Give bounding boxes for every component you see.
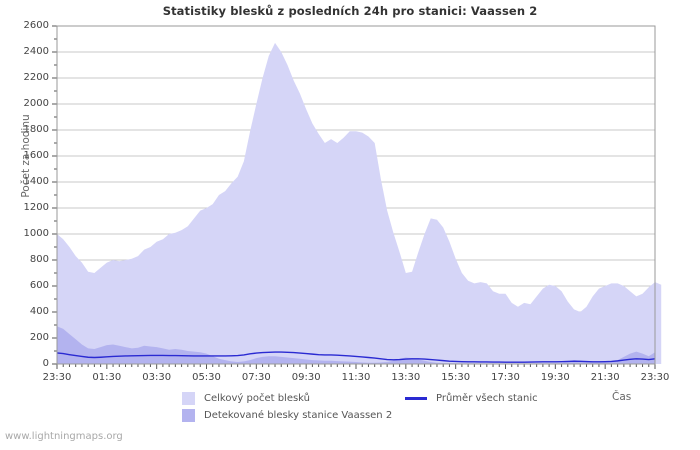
legend-label-average: Průměr všech stanic (436, 393, 538, 404)
y-tick-label: 1000 (23, 228, 49, 239)
y-tick-label: 2600 (23, 20, 49, 31)
x-tick-label: 15:30 (441, 372, 471, 383)
y-tick-label: 1800 (23, 124, 49, 135)
y-axis-title: Počet za hodinu (20, 114, 32, 198)
y-tick-label: 400 (29, 306, 49, 317)
legend-swatch-station-icon (182, 409, 195, 422)
y-tick-label: 1200 (23, 202, 49, 213)
y-tick-label: 1400 (23, 176, 49, 187)
x-tick-marks (56, 364, 656, 369)
x-tick-label: 09:30 (291, 372, 321, 383)
y-tick-label: 1600 (23, 150, 49, 161)
x-tick-label: 05:30 (192, 372, 221, 383)
y-tick-label: 0 (42, 358, 49, 369)
x-tick-label: 11:30 (341, 372, 371, 383)
average-all-stations-line (56, 351, 656, 363)
legend-item-station: Detekované blesky stanice Vaassen 2 (182, 408, 392, 423)
y-tick-label: 2000 (23, 98, 49, 109)
y-tick-label: 800 (29, 254, 49, 265)
legend-item-total: Celkový počet blesků (182, 391, 310, 406)
x-tick-label: 19:30 (540, 372, 570, 383)
x-tick-label: 03:30 (142, 372, 172, 383)
legend-label-station: Detekované blesky stanice Vaassen 2 (204, 410, 393, 421)
x-tick-label: 17:30 (491, 372, 520, 383)
x-tick-label: 13:30 (391, 372, 421, 383)
x-tick-label: 23:30 (42, 372, 72, 383)
y-tick-label: 2400 (23, 46, 49, 57)
y-tick-label: 200 (29, 332, 49, 343)
y-tick-label: 2200 (23, 72, 49, 83)
x-axis-title: Čas (612, 391, 632, 403)
legend-item-average: Průměr všech stanic (405, 391, 538, 406)
legend-line-average-icon (405, 397, 427, 400)
x-tick-label: 23:30 (640, 372, 670, 383)
major-tick-marks (52, 25, 57, 365)
station-lightning-area (57, 326, 655, 364)
x-tick-label: 01:30 (92, 372, 122, 383)
legend-swatch-total-icon (182, 392, 195, 405)
x-tick-label: 07:30 (241, 372, 271, 383)
total-lightning-area (57, 42, 662, 365)
plot-frame (56, 25, 656, 365)
legend-label-total: Celkový počet blesků (204, 393, 311, 404)
chart-legend: Celkový počet blesků Detekované blesky s… (0, 390, 700, 424)
y-tick-label: 600 (29, 280, 49, 291)
x-tick-label: 21:30 (590, 372, 620, 383)
chart-title: Statistiky blesků z posledních 24h pro s… (162, 4, 538, 18)
site-watermark: www.lightningmaps.org (5, 431, 123, 442)
